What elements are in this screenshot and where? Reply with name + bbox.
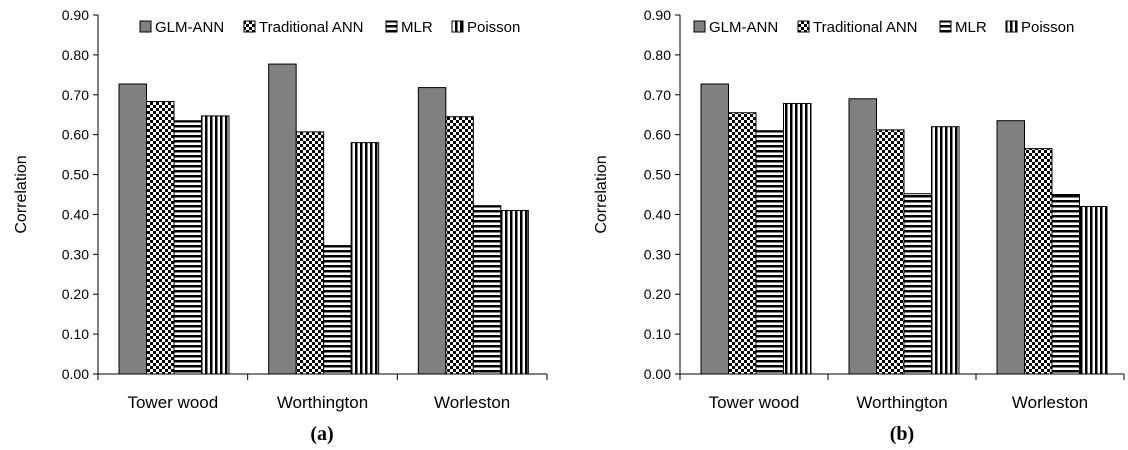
y-tick-label: 0.90	[644, 7, 671, 23]
x-category-label: Worleston	[1012, 393, 1088, 412]
y-axis-title: Correlation	[593, 155, 610, 233]
bar-mlr-worleston	[1051, 194, 1080, 375]
legend-label: MLR	[955, 19, 987, 36]
legend-swatch	[693, 20, 706, 33]
y-tick-label: 0.90	[62, 7, 89, 23]
y-tick-label: 0.60	[62, 127, 89, 143]
legend-label: Traditional ANN	[813, 19, 918, 36]
y-tick-label: 0.10	[62, 326, 89, 342]
x-category-label: Tower wood	[127, 393, 218, 412]
legend-label: Poisson	[467, 19, 520, 36]
y-tick-label: 0.50	[62, 167, 89, 183]
y-tick-label: 0.60	[644, 127, 671, 143]
bar-traditional-ann-worleston	[445, 116, 474, 375]
legend-label: GLM-ANN	[155, 19, 224, 36]
chart-panel-b: 0.00 0.10 0.20 0.30 0.40 0.50 0.60 0.70 0.80 0.90…	[593, 7, 1125, 445]
bar-poisson-tower-wood	[783, 103, 812, 375]
y-axis-title: Correlation	[13, 155, 30, 233]
legend-label: Poisson	[1021, 19, 1074, 36]
panel-label: (a)	[310, 423, 333, 445]
bar-poisson-tower-wood	[201, 115, 230, 375]
bar-traditional-ann-worthington	[295, 131, 325, 375]
chart-panel-a: 0.00 0.10 0.20 0.30 0.40 0.50 0.60 0.70 0.80 0.90…	[13, 7, 548, 445]
x-category-label: Tower wood	[709, 393, 800, 412]
legend-swatch	[451, 20, 464, 33]
bar-traditional-ann-tower-wood	[728, 112, 757, 375]
legend-swatch	[139, 20, 152, 33]
legend-swatch	[797, 20, 810, 33]
legend-label: GLM-ANN	[709, 19, 778, 36]
bar-mlr-tower-wood	[755, 130, 784, 375]
bar-mlr-worthington	[903, 193, 932, 375]
bar-poisson-worleston	[500, 209, 529, 375]
y-tick-label: 0.40	[644, 206, 671, 222]
y-tick-label: 0.40	[62, 206, 89, 222]
bar-mlr-worthington	[323, 245, 352, 375]
bar-mlr-tower-wood	[173, 120, 202, 375]
y-tick-label: 0.30	[644, 246, 671, 262]
legend-swatch	[939, 20, 952, 33]
x-category-label: Worthington	[277, 393, 368, 412]
y-tick-label: 0.70	[644, 87, 671, 103]
legend-label: MLR	[401, 19, 433, 36]
legend-label: Traditional ANN	[259, 19, 364, 36]
y-tick-label: 0.20	[644, 286, 671, 302]
legend-swatch	[1005, 20, 1018, 33]
y-tick-label: 0.30	[62, 246, 89, 262]
y-tick-label: 0.80	[644, 47, 671, 63]
bar-glm-ann-worleston	[417, 87, 447, 375]
y-tick-label: 0.80	[62, 47, 89, 63]
legend-swatch	[243, 20, 256, 33]
bar-glm-ann-tower-wood	[700, 83, 729, 375]
panel-label: (b)	[890, 423, 914, 445]
bar-glm-ann-worleston	[996, 120, 1025, 375]
bar-poisson-worleston	[1079, 205, 1108, 375]
y-tick-label: 0.00	[62, 366, 89, 382]
legend-swatch	[385, 20, 398, 33]
bar-traditional-ann-worthington	[876, 129, 905, 375]
bar-glm-ann-tower-wood	[118, 83, 147, 375]
bar-poisson-worthington	[931, 126, 960, 375]
bar-mlr-worleston	[472, 205, 502, 375]
bar-glm-ann-worthington	[848, 98, 877, 375]
bar-traditional-ann-tower-wood	[146, 101, 175, 375]
y-tick-label: 0.20	[62, 286, 89, 302]
y-tick-label: 0.50	[644, 167, 671, 183]
y-tick-label: 0.00	[644, 366, 671, 382]
x-category-label: Worthington	[856, 393, 947, 412]
y-tick-label: 0.10	[644, 326, 671, 342]
y-tick-label: 0.70	[62, 87, 89, 103]
bar-traditional-ann-worleston	[1024, 148, 1053, 375]
bar-poisson-worthington	[350, 142, 380, 375]
bar-glm-ann-worthington	[268, 63, 297, 375]
x-category-label: Worleston	[434, 393, 510, 412]
